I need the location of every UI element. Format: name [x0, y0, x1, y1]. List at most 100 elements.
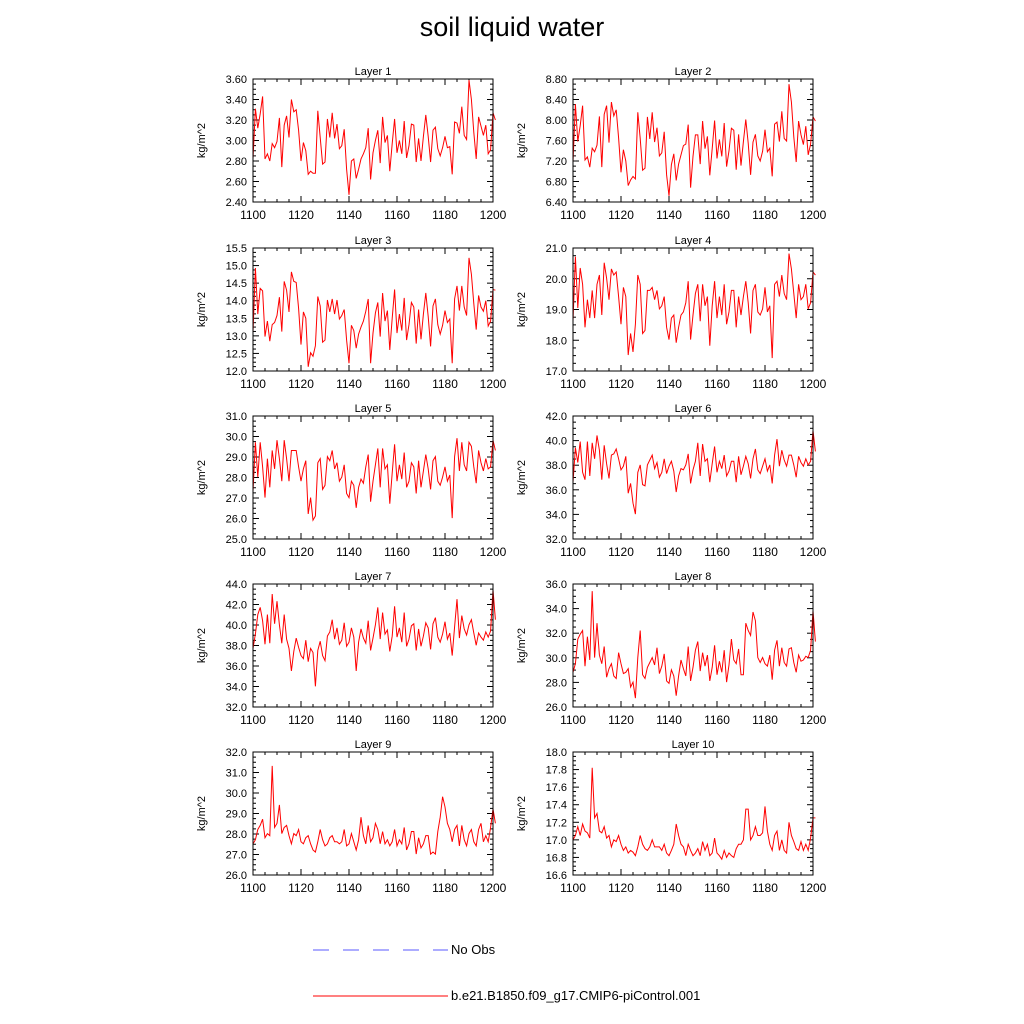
panel-title: Layer 1	[355, 66, 392, 78]
plot-frame	[572, 583, 814, 708]
x-tick-label: 1160	[704, 713, 730, 727]
x-tick-label: 1200	[800, 881, 827, 895]
series-line	[252, 257, 496, 367]
plot-frame	[572, 751, 814, 876]
x-tick-label: 1140	[336, 208, 362, 222]
panel-title: Layer 2	[675, 66, 712, 78]
x-tick-label: 1180	[752, 377, 778, 391]
y-tick-label: 8.40	[546, 95, 567, 107]
y-tick-label: 34.0	[226, 682, 247, 694]
y-axis-label: kg/m^2	[516, 796, 528, 831]
x-tick-label: 1160	[704, 545, 730, 559]
x-tick-label: 1160	[384, 713, 410, 727]
series-line	[252, 438, 496, 522]
x-tick-label: 1100	[560, 881, 586, 895]
x-tick-label: 1120	[288, 713, 314, 727]
y-axis-label: kg/m^2	[516, 123, 528, 158]
legend-obs-label: No Obs	[451, 942, 496, 957]
panel-layer-10: Layer 10 kg/m^2 1100 1120 1140 1160 1180 1200 16…	[516, 739, 827, 895]
panel-layer-2: Layer 2 kg/m^2 1100 1120 1140 1160 1180 1200 6.4…	[516, 66, 827, 222]
y-tick-label: 15.0	[226, 261, 247, 273]
x-tick-label: 1140	[336, 713, 362, 727]
legend-model-label: b.e21.B1850.f09_g17.CMIP6-piControl.001	[451, 988, 701, 1003]
x-tick-label: 1180	[432, 881, 458, 895]
y-tick-label: 34.0	[546, 604, 567, 616]
y-axis-label: kg/m^2	[196, 292, 208, 327]
series-line	[252, 79, 496, 195]
y-tick-label: 38.0	[546, 460, 567, 472]
y-tick-label: 8.00	[546, 115, 567, 127]
y-axis-label: kg/m^2	[196, 796, 208, 831]
x-tick-label: 1200	[800, 713, 827, 727]
y-tick-label: 38.0	[226, 641, 247, 653]
y-tick-label: 18.0	[546, 747, 567, 759]
y-tick-label: 8.80	[546, 74, 567, 86]
x-tick-label: 1200	[480, 881, 507, 895]
x-tick-label: 1140	[656, 208, 682, 222]
y-tick-label: 29.0	[226, 452, 247, 464]
y-tick-label: 3.60	[226, 74, 247, 86]
panel-title: Layer 4	[675, 235, 712, 247]
series-line	[572, 767, 816, 861]
y-tick-label: 7.20	[546, 156, 567, 168]
x-tick-label: 1140	[656, 545, 682, 559]
panel-layer-9: Layer 9 kg/m^2 1100 1120 1140 1160 1180 1200 26.…	[196, 739, 507, 895]
plot-frame	[572, 247, 814, 372]
y-tick-label: 28.0	[226, 473, 247, 485]
x-tick-label: 1120	[608, 713, 634, 727]
x-tick-label: 1180	[752, 545, 778, 559]
y-tick-label: 17.6	[546, 782, 567, 794]
x-tick-label: 1100	[560, 208, 586, 222]
x-tick-label: 1160	[384, 208, 410, 222]
y-tick-label: 12.0	[226, 366, 247, 378]
series-line	[252, 765, 496, 856]
x-tick-label: 1180	[432, 377, 458, 391]
y-tick-label: 19.0	[546, 305, 567, 317]
y-axis-label: kg/m^2	[516, 292, 528, 327]
x-tick-label: 1200	[800, 545, 827, 559]
y-tick-label: 27.0	[226, 850, 247, 862]
x-tick-label: 1140	[656, 377, 682, 391]
series-line	[572, 253, 816, 359]
x-tick-label: 1140	[336, 377, 362, 391]
y-tick-label: 2.60	[226, 177, 247, 189]
panel-layer-1: Layer 1 kg/m^2 1100 1120 1140 1160 1180 1200 2.4…	[196, 66, 507, 222]
panel-layer-3: Layer 3 kg/m^2 1100 1120 1140 1160 1180 1200 12.…	[196, 235, 507, 391]
x-tick-label: 1160	[704, 208, 730, 222]
y-axis-label: kg/m^2	[516, 460, 528, 495]
x-tick-label: 1120	[288, 208, 314, 222]
x-tick-label: 1140	[656, 713, 682, 727]
y-tick-label: 13.5	[226, 313, 247, 325]
x-tick-label: 1140	[336, 881, 362, 895]
y-tick-label: 30.0	[546, 653, 567, 665]
y-tick-label: 26.0	[546, 702, 567, 714]
x-tick-label: 1200	[480, 208, 507, 222]
x-tick-label: 1100	[560, 545, 586, 559]
y-tick-label: 36.0	[226, 661, 247, 673]
x-tick-label: 1200	[800, 208, 827, 222]
x-tick-label: 1180	[432, 208, 458, 222]
panel-title: Layer 3	[355, 235, 392, 247]
y-tick-label: 3.20	[226, 115, 247, 127]
x-tick-label: 1160	[384, 377, 410, 391]
y-tick-label: 17.8	[546, 765, 567, 777]
y-tick-label: 13.0	[226, 331, 247, 343]
series-line	[572, 430, 816, 515]
plot-frame	[572, 78, 814, 203]
y-tick-label: 28.0	[546, 677, 567, 689]
panel-title: Layer 9	[355, 739, 392, 751]
plot-frame	[252, 751, 494, 876]
y-tick-label: 30.0	[226, 432, 247, 444]
panel-title: Layer 7	[355, 571, 392, 583]
panel-layer-6: Layer 6 kg/m^2 1100 1120 1140 1160 1180 1200 32.…	[516, 403, 827, 559]
y-tick-label: 32.0	[546, 628, 567, 640]
x-tick-label: 1120	[288, 377, 314, 391]
y-tick-label: 29.0	[226, 809, 247, 821]
x-tick-label: 1140	[336, 545, 362, 559]
y-tick-label: 2.40	[226, 197, 247, 209]
y-axis-label: kg/m^2	[516, 628, 528, 663]
x-tick-label: 1180	[432, 545, 458, 559]
series-line	[252, 589, 496, 687]
y-tick-label: 30.0	[226, 788, 247, 800]
y-tick-label: 40.0	[546, 436, 567, 448]
